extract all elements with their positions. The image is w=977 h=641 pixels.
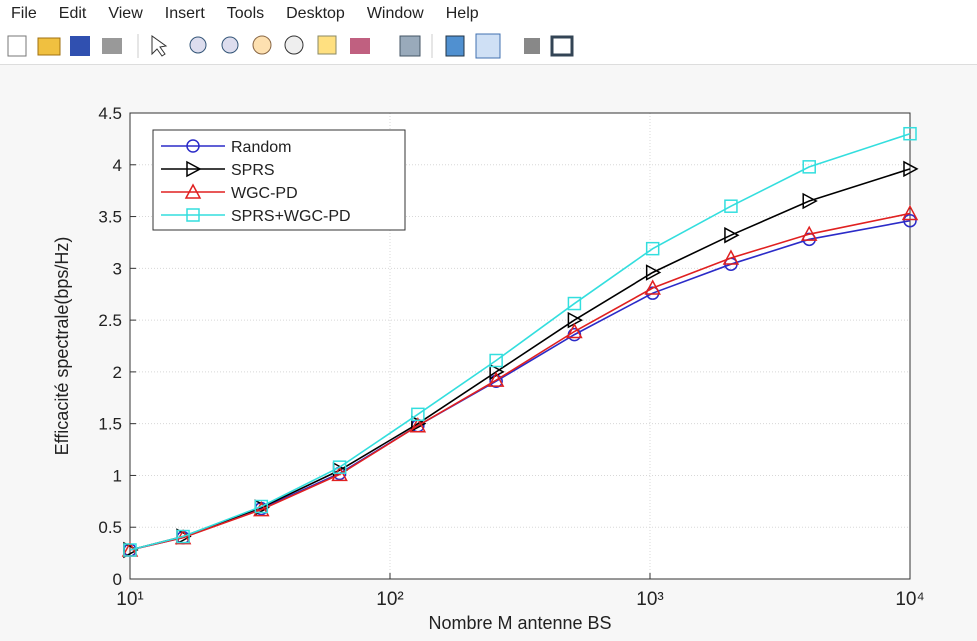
marker [253, 501, 270, 517]
link-icon[interactable] [399, 35, 421, 57]
marker [903, 160, 919, 178]
marker [184, 183, 202, 199]
marker [724, 226, 740, 244]
menu-item[interactable]: Window [366, 5, 424, 22]
marker [186, 139, 200, 153]
y-tick-label: 3.5 [98, 208, 122, 227]
y-tick-label: 2 [113, 363, 122, 382]
zoom-out-icon[interactable] [221, 36, 239, 54]
marker [566, 322, 583, 339]
x-tick-label: 10² [376, 589, 403, 610]
marker [903, 213, 917, 228]
marker [176, 529, 190, 544]
marker [254, 499, 269, 514]
marker [123, 543, 137, 557]
y-tick-label: 2.5 [98, 311, 122, 330]
marker [411, 407, 425, 422]
pan-icon[interactable] [252, 35, 272, 55]
menu-item[interactable]: Insert [164, 5, 205, 22]
toolbar [0, 28, 977, 65]
menu-item[interactable]: Tools [226, 5, 265, 22]
show-tools-icon[interactable] [550, 35, 574, 57]
axes-box [129, 112, 911, 580]
y-tick-label: 4.5 [98, 104, 122, 123]
rotate-icon[interactable] [284, 35, 304, 55]
x-axis-label: Nombre M antenne BS [428, 613, 611, 633]
marker [644, 279, 661, 295]
legend-label: WGC-PD [231, 185, 298, 202]
marker [901, 204, 919, 221]
marker [722, 249, 740, 265]
marker [409, 417, 427, 433]
save-icon[interactable] [70, 36, 90, 56]
y-tick-label: 4 [113, 156, 122, 175]
menu-item[interactable]: Desktop [286, 5, 345, 22]
legend-icon[interactable] [475, 33, 501, 59]
pointer-icon[interactable] [151, 35, 168, 57]
menu-item[interactable]: Edit [58, 5, 87, 22]
marker [489, 353, 503, 368]
y-tick-label: 0.5 [98, 518, 122, 537]
x-tick-label: 10³ [636, 589, 663, 610]
marker [800, 225, 818, 241]
marker [645, 264, 662, 281]
y-tick-label: 0 [113, 570, 122, 589]
marker [567, 311, 583, 329]
legend-label: SPRS+WGC-PD [231, 208, 351, 225]
x-tick-label: 10⁴ [895, 589, 924, 610]
colorbar-icon[interactable] [445, 35, 465, 57]
marker [487, 371, 505, 387]
zoom-in-icon[interactable] [189, 36, 207, 54]
hide-tools-icon[interactable] [524, 38, 540, 54]
brush-icon[interactable] [350, 38, 370, 54]
series-line [129, 212, 911, 551]
legend-label: Random [231, 139, 291, 156]
datatip-icon[interactable] [317, 35, 337, 55]
y-axis-label: Efficacité spectrale(bps/Hz) [52, 237, 72, 456]
menu-item[interactable]: View [108, 5, 143, 22]
marker [186, 160, 202, 178]
x-tick-label: 10¹ [116, 589, 143, 610]
menu-bar: File Edit View Insert Tools Desktop Window Help [0, 0, 977, 28]
new-icon[interactable] [7, 35, 27, 57]
marker [645, 241, 660, 256]
y-tick-label: 1.5 [98, 415, 122, 434]
y-tick-label: 1 [113, 466, 122, 485]
figure: 0 0.5 1 1.5 2 2.5 3 3.5 4 4.5 10¹ 10² 10³ 10⁴ Nombre M… [52, 104, 925, 633]
series-line [129, 132, 911, 551]
marker [567, 296, 582, 311]
marker [802, 160, 816, 174]
print-icon[interactable] [102, 38, 122, 54]
marker [903, 126, 917, 141]
menu-item[interactable]: Help [445, 5, 479, 22]
menu-item[interactable]: File [11, 5, 37, 22]
y-tick-label: 3 [113, 259, 122, 278]
legend-label: SPRS [231, 162, 275, 179]
open-icon[interactable] [37, 37, 61, 56]
marker [802, 192, 818, 210]
marker [332, 460, 347, 474]
marker [724, 199, 738, 213]
marker [186, 208, 200, 222]
